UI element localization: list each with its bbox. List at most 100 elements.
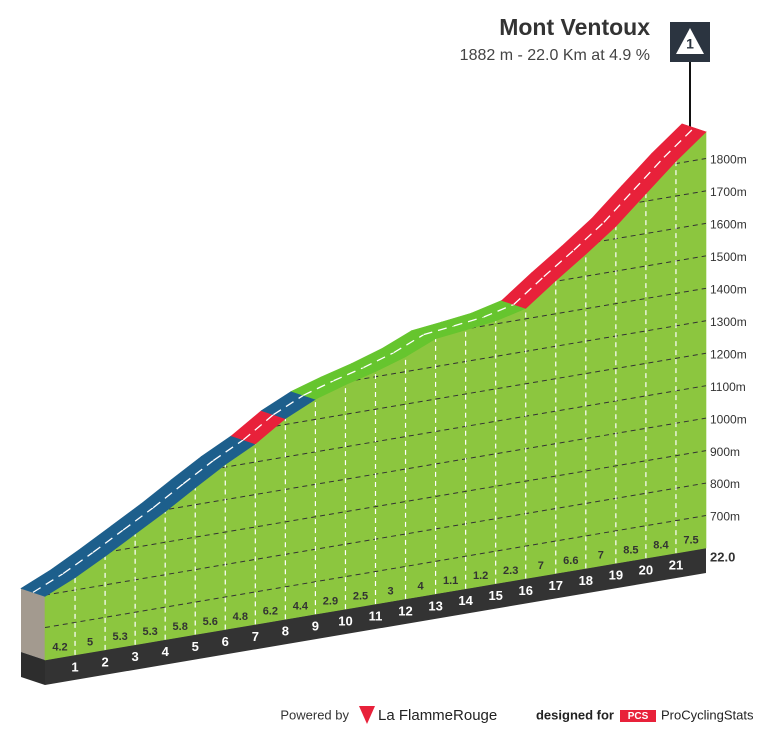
- x-tick-label: 5: [192, 639, 199, 654]
- profile-face: [255, 418, 286, 625]
- gradient-label: 5: [87, 636, 93, 648]
- grid-line: [45, 450, 706, 564]
- gradient-label: 8.5: [623, 545, 638, 557]
- strip-dash: [152, 483, 184, 509]
- category-triangle: [676, 28, 704, 54]
- strip-dash: [393, 334, 424, 354]
- x-tick-label: 21: [669, 558, 683, 573]
- chart-title: Mont Ventoux: [499, 14, 650, 40]
- side-face: [21, 588, 45, 660]
- y-tick-label: 1000m: [710, 412, 747, 426]
- profile-face: [285, 398, 316, 620]
- gradient-label: 3: [387, 585, 393, 597]
- y-tick-label: 1200m: [710, 347, 747, 361]
- x-tick-label: 6: [222, 634, 229, 649]
- x-tick-label: 12: [398, 603, 412, 618]
- strip-dash: [32, 573, 64, 593]
- profile-face: [345, 371, 376, 610]
- x-tick-label: 10: [338, 614, 352, 629]
- profile-face: [645, 160, 677, 559]
- profile-face: [224, 443, 256, 630]
- gradient-label: 4.2: [52, 641, 67, 653]
- category-label: 1: [686, 36, 694, 52]
- gradient-label: 5.3: [143, 626, 158, 638]
- strip-dash: [603, 189, 635, 223]
- x-tick-label: 2: [101, 654, 108, 669]
- strip-dash: [62, 551, 94, 575]
- gradient-label: 1.2: [473, 570, 488, 582]
- chart-subtitle: 1882 m - 22.0 Km at 4.9 %: [460, 47, 650, 64]
- strip-dash: [333, 366, 364, 382]
- gradient-label: 7: [598, 550, 604, 562]
- profile-face: [675, 131, 707, 554]
- strip-dash: [122, 507, 154, 531]
- profile-face: [435, 329, 466, 595]
- gradient-label: 7.5: [683, 534, 698, 546]
- gradient-label: 4.8: [233, 611, 248, 623]
- y-tick-label: 800m: [710, 477, 740, 491]
- profile-face: [134, 511, 166, 646]
- strip-dash: [212, 439, 244, 462]
- gradient-label: 6.2: [263, 606, 278, 618]
- y-tick-label: 1400m: [710, 282, 747, 296]
- gradient-label: 2.9: [323, 596, 338, 608]
- x-tick-label: 3: [132, 649, 139, 664]
- strip-dash: [92, 529, 124, 553]
- profile-face: [164, 487, 196, 640]
- footer-site: ProCyclingStats: [661, 707, 754, 722]
- base-strip: [45, 548, 706, 685]
- y-tick-label: 1500m: [710, 250, 747, 264]
- strip-dash: [303, 380, 334, 396]
- x-tick-label: 15: [488, 588, 502, 603]
- strip-dash: [423, 325, 454, 336]
- x-tick-label: 11: [369, 608, 383, 623]
- x-tick-label: 17: [549, 578, 563, 593]
- strip-dash: [242, 414, 274, 441]
- gradient-label: 4: [418, 580, 425, 592]
- grid-line: [45, 515, 706, 629]
- x-tick-label: 13: [428, 598, 442, 613]
- strip-dash: [633, 156, 665, 191]
- flamme-logo: [359, 706, 375, 724]
- pcs-label: PCS: [628, 711, 649, 722]
- y-tick-label: 700m: [710, 510, 740, 524]
- gradient-label: 1.1: [443, 575, 458, 587]
- x-tick-label: 4: [162, 644, 170, 659]
- gradient-label: 4.4: [293, 601, 309, 613]
- x-tick-label: 16: [518, 583, 532, 598]
- gradient-label: 7: [538, 560, 544, 572]
- x-end-label: 22.0: [710, 549, 735, 564]
- strip-dash: [453, 316, 484, 327]
- profile-face: [585, 225, 617, 569]
- strip-dash: [483, 303, 514, 318]
- footer-brand: La FlammeRouge: [378, 707, 497, 724]
- strip-dash: [182, 460, 214, 485]
- x-tick-label: 1: [71, 659, 78, 674]
- gradient-label: 2.3: [503, 565, 518, 577]
- gradient-label: 5.6: [203, 616, 218, 628]
- profile-face: [315, 384, 346, 615]
- x-tick-label: 14: [458, 593, 473, 608]
- strip-dash: [513, 276, 545, 305]
- y-tick-label: 1800m: [710, 153, 747, 167]
- strip-dash: [543, 249, 575, 278]
- y-tick-label: 900m: [710, 445, 740, 459]
- strip-dash: [273, 394, 304, 416]
- footer-designed: designed for: [536, 707, 614, 722]
- strip-dash: [363, 352, 394, 369]
- profile-face: [495, 308, 527, 584]
- gradient-label: 8.4: [653, 540, 669, 552]
- y-tick-label: 1600m: [710, 218, 747, 232]
- gradient-label: 5.3: [112, 631, 127, 643]
- strip-dash: [663, 127, 695, 158]
- strip-dash: [573, 221, 605, 251]
- profile-face: [194, 463, 226, 635]
- x-tick-label: 19: [609, 568, 623, 583]
- x-tick-label: 9: [312, 619, 319, 634]
- profile-face: [615, 192, 647, 564]
- gradient-label: 6.6: [563, 555, 578, 567]
- plot: 700m 800m 900m 1000m 1100m 1200m 1300m 1400m 150…: [20, 123, 747, 685]
- y-tick-label: 1100m: [710, 380, 746, 394]
